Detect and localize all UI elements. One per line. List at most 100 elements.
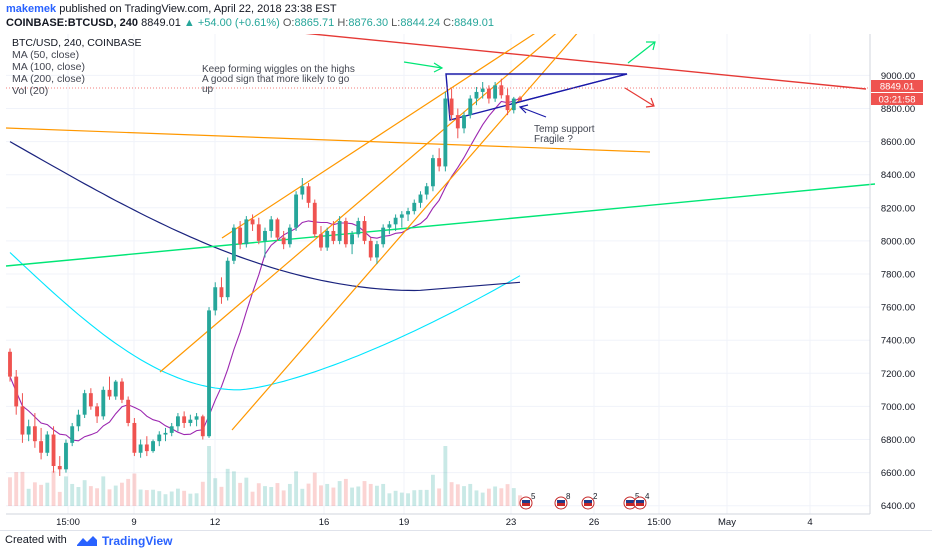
candle (325, 227, 330, 251)
author-link[interactable]: makemek (6, 3, 57, 15)
volume-bar (437, 488, 442, 506)
price-tick-label: 7000.00 (881, 402, 915, 413)
volume-bar (231, 471, 236, 506)
price-tag-box (871, 80, 923, 92)
time-tick-label: 26 (589, 517, 600, 528)
candle (505, 88, 510, 116)
candle (244, 216, 249, 248)
candle (375, 240, 379, 265)
event-flag-icon[interactable]: 2 (581, 492, 598, 510)
price-axis[interactable]: 6400.00 6600.00 6800.00 7000.00 7200.00 7400.… (881, 71, 915, 512)
annotation-wiggles-1: Keep forming wiggles on the highs (202, 64, 355, 75)
volume-bar (418, 489, 423, 506)
volume-bar (287, 483, 292, 506)
volume-bar (381, 483, 386, 506)
time-tick-label: 16 (319, 517, 330, 528)
volume-bar (319, 485, 323, 506)
event-flag-icon[interactable]: 8 (554, 492, 571, 510)
candle (14, 370, 19, 415)
green-trendline (5, 183, 876, 267)
volume-bar (26, 488, 31, 506)
volume-bar (300, 488, 305, 506)
candle (430, 154, 435, 192)
volume-bar (443, 446, 448, 506)
volume-bar (132, 473, 137, 506)
volume-bar (20, 471, 25, 506)
candle (437, 148, 442, 172)
red-resistance-line (271, 29, 867, 90)
volume-bar (275, 483, 280, 506)
candle (213, 282, 218, 316)
candle (188, 414, 193, 427)
volume-bar (480, 492, 485, 506)
candle (32, 413, 37, 448)
volume-bar (64, 476, 68, 506)
candle (511, 96, 516, 114)
volume-bar (474, 490, 479, 506)
candle (51, 426, 56, 473)
candle (518, 95, 522, 102)
candle (207, 307, 211, 438)
event-count: 4 (645, 492, 650, 501)
event-count: 5 (635, 492, 640, 501)
volume-bar (182, 490, 187, 506)
price-tick-label: 7800.00 (881, 270, 915, 281)
candle (443, 91, 448, 172)
candle (418, 191, 423, 208)
volume-bar (462, 486, 466, 506)
volume-bar (362, 481, 367, 506)
tradingview-logo-icon[interactable] (76, 535, 98, 547)
volume-bar (120, 482, 124, 506)
legend: BTC/USD, 240, COINBASE MA (50, close) MA… (12, 37, 142, 97)
tradingview-brand[interactable]: TradingView (102, 534, 173, 548)
candle (350, 230, 355, 255)
volume-bar (499, 488, 504, 506)
volume-bar (269, 487, 274, 506)
blue-triangle-extension (510, 73, 628, 105)
volume-bar (8, 477, 12, 506)
volume-bar (250, 491, 255, 506)
candle (362, 216, 367, 245)
volume-bar (337, 481, 342, 506)
price-tick-label: 7200.00 (881, 369, 915, 380)
candle (306, 182, 311, 208)
ma200-line (9, 141, 521, 292)
time-tick-label: 4 (807, 517, 812, 528)
candle (113, 379, 118, 400)
close-value: 8849.01 (454, 17, 494, 29)
price-tick-label: 9000.00 (881, 71, 915, 82)
candle (95, 403, 100, 423)
volume-bar (356, 486, 361, 506)
candle (393, 214, 398, 231)
candle (499, 78, 504, 99)
price-tick-label: 6800.00 (881, 435, 915, 446)
volume-bar (406, 493, 410, 506)
volume-bar (511, 488, 516, 506)
candle (163, 427, 168, 442)
candle (200, 414, 205, 440)
volume-bar (244, 477, 249, 506)
candle (256, 217, 261, 245)
volume-bar (207, 446, 211, 506)
event-flag-icon[interactable]: 4 (633, 492, 650, 510)
candle (300, 178, 305, 200)
candle (462, 111, 466, 134)
candle (157, 431, 162, 447)
annotation-support-2: Fragile ? (534, 134, 573, 145)
volume-bar (39, 484, 44, 506)
candle (263, 227, 267, 258)
footer: Created with TradingView (0, 530, 932, 551)
legend-title: BTC/USD, 240, COINBASE (12, 37, 142, 49)
volume-bar (263, 486, 267, 506)
time-axis[interactable]: 15:00 9 12 16 19 23 26 15:00 May 4 (56, 517, 813, 528)
legend-volume: Vol (20) (12, 85, 48, 97)
volume-bar (350, 487, 355, 506)
event-flag-icon[interactable]: 5 (623, 492, 640, 510)
event-flag-icon[interactable]: 5 (519, 492, 536, 510)
candle (424, 182, 429, 200)
time-tick-label: 19 (399, 517, 410, 528)
candle (381, 224, 386, 248)
